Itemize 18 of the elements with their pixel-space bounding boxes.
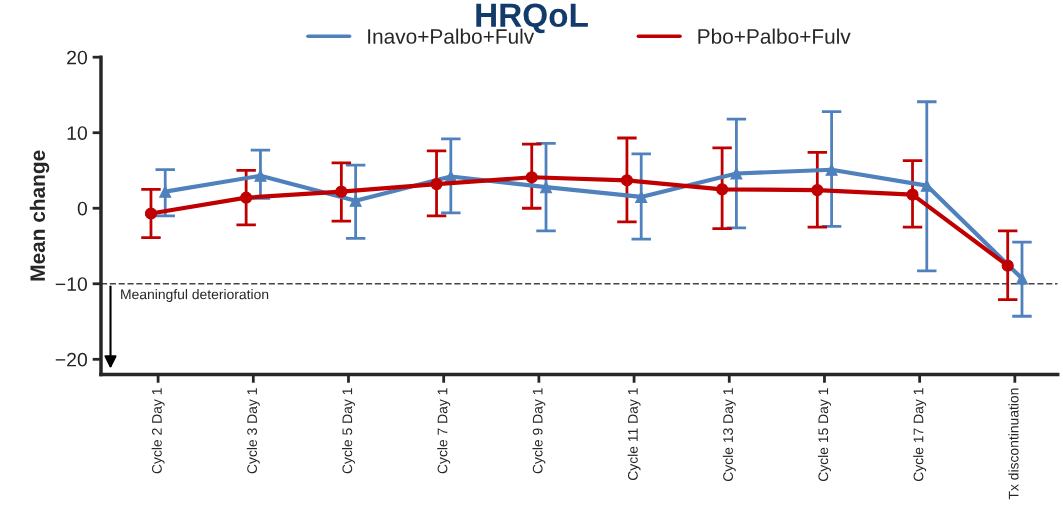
y-tick-label: 0 (77, 201, 88, 216)
x-tick-label: Cycle 5 Day 1 (342, 388, 355, 474)
x-tick-label: Cycle 13 Day 1 (722, 388, 736, 482)
x-tick-label: Cycle 3 Day 1 (246, 388, 260, 474)
y-axis-title: Mean change (29, 150, 50, 281)
y-tick-label: 10 (67, 126, 88, 140)
x-tick-label: Tx discontinuation (1008, 388, 1019, 500)
x-tick-label: Cycle 17 Day 1 (913, 388, 927, 482)
x-tick-label: Cycle 15 Day 1 (817, 388, 831, 482)
x-tick-label: Cycle 11 Day 1 (627, 388, 641, 481)
legend-label: Pbo+Palbo+Fulv (698, 28, 851, 44)
ref-line-label: Meaningful deterioration (121, 289, 269, 303)
y-tick-label: −10 (55, 277, 88, 292)
y-tick-label: −20 (55, 352, 88, 367)
x-tick-label: Cycle 9 Day 1 (532, 388, 546, 474)
x-tick-label: Cycle 2 Day 1 (151, 388, 165, 474)
y-tick-label: 20 (67, 50, 88, 65)
x-tick-label: Cycle 7 Day 1 (437, 388, 451, 474)
